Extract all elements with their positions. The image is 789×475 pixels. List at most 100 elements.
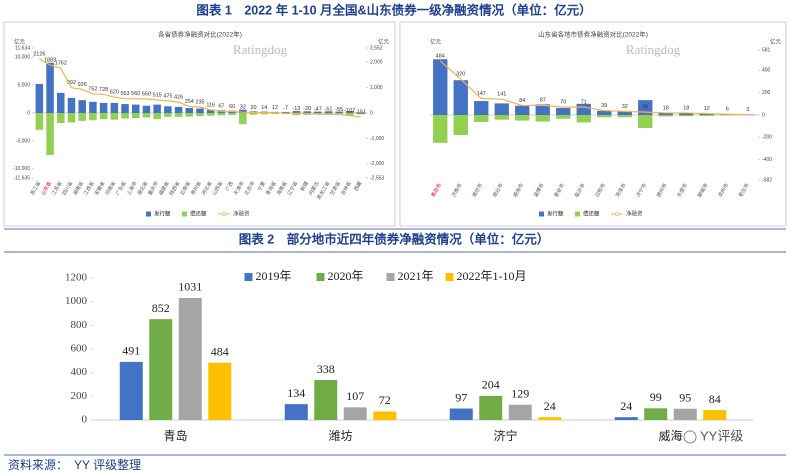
legend-swatch — [316, 273, 325, 281]
bar — [46, 112, 54, 155]
y2-tick-label: 200 — [762, 90, 771, 96]
data-label: 992 — [67, 80, 76, 86]
bar — [178, 297, 202, 420]
bar — [433, 59, 448, 115]
x-tick-label: 北京市 — [243, 180, 257, 197]
data-label: 18 — [683, 105, 689, 111]
line — [439, 60, 748, 116]
data-label: 484 — [211, 344, 229, 358]
x-tick-label: 潍坊市 — [471, 182, 485, 199]
x-tick-label: 济宁市 — [635, 182, 649, 199]
bar — [515, 115, 530, 121]
y-tick-label: -10,000 — [13, 166, 30, 172]
data-label: 95 — [679, 391, 691, 405]
y-axis-label: 亿元 — [14, 37, 26, 45]
data-label: -7 — [283, 106, 288, 112]
bar — [449, 408, 473, 420]
legend-label: 发行额 — [154, 209, 171, 217]
legend-label: 2020年 — [328, 269, 364, 283]
legend-swatch — [386, 273, 395, 281]
data-label: 1031 — [178, 280, 202, 294]
data-label: 141 — [497, 92, 506, 98]
y-tick-label: 400 — [71, 366, 88, 378]
bar — [174, 112, 183, 117]
data-label: 204 — [482, 378, 500, 392]
panel — [3, 21, 396, 227]
bar — [556, 108, 571, 115]
data-label: 14 — [261, 105, 267, 111]
data-label: 320 — [456, 72, 465, 78]
bar — [576, 103, 591, 115]
bar — [324, 111, 333, 113]
y2-tick-label: 2,000 — [370, 59, 383, 65]
legend-label: 偿还额 — [190, 209, 207, 217]
y-axis-label: 亿元 — [430, 37, 442, 45]
bar — [57, 112, 65, 124]
bar — [673, 408, 697, 420]
bar — [284, 404, 308, 420]
data-label: 752 — [88, 86, 97, 92]
bar — [67, 97, 76, 113]
watermark: Ratingdog — [626, 42, 681, 57]
bar — [474, 101, 489, 115]
x-tick-label: 威海市 — [512, 182, 526, 199]
data-label: 70 — [560, 100, 566, 106]
bar — [35, 83, 44, 113]
data-label: 563 — [120, 91, 129, 97]
data-label: 3 — [746, 107, 749, 113]
x-tick-label: 宁夏 — [256, 180, 267, 192]
bar — [110, 112, 119, 120]
x-tick-label: 枣庄市 — [737, 182, 751, 199]
x-tick-label: 西藏 — [352, 180, 363, 192]
data-label: 116 — [206, 102, 215, 108]
bar — [217, 112, 226, 116]
x-tick-label: 潍坊 — [328, 428, 352, 443]
data-label: 147 — [477, 91, 486, 97]
data-label: 484 — [436, 53, 445, 59]
data-label: 72 — [379, 393, 391, 407]
data-label: -20 — [303, 106, 311, 112]
bar — [99, 102, 108, 113]
data-label: 67 — [218, 104, 224, 110]
y-tick-label: 11,634 — [15, 45, 30, 51]
y2-tick-label: -200 — [762, 135, 772, 141]
x-tick-label: 青岛市 — [430, 182, 444, 199]
x-tick-label: 青岛 — [163, 428, 187, 443]
bar — [494, 115, 509, 120]
y2-axis-label: 亿元 — [378, 37, 390, 45]
y2-tick-label: -2,553 — [370, 175, 384, 181]
y-tick-label: 800 — [71, 319, 88, 331]
legend-label: 净融资 — [233, 209, 250, 217]
legend-swatch — [575, 211, 580, 217]
bar — [164, 106, 172, 113]
bar — [658, 112, 673, 115]
y-tick-label: -11,635 — [13, 175, 30, 181]
bar — [433, 115, 448, 143]
bar — [57, 92, 65, 113]
legend-swatch — [445, 273, 454, 281]
data-label: 97 — [455, 390, 467, 404]
bar — [208, 362, 232, 420]
legend-swatch — [539, 211, 544, 217]
data-label: 20 — [250, 105, 256, 111]
y2-tick-label: -2,000 — [370, 161, 384, 167]
y-tick-label: 1200 — [65, 272, 88, 284]
data-label: 728 — [99, 87, 108, 93]
bar — [185, 107, 194, 113]
x-tick-label: 临沂市 — [573, 182, 587, 199]
bar — [239, 109, 247, 113]
legend-label: 2019年 — [256, 269, 292, 283]
bar — [131, 104, 140, 113]
data-label: -151 — [355, 109, 366, 115]
bar — [119, 361, 143, 420]
chart-title: 山东省各地市债券净融资对比(2022年) — [538, 30, 648, 39]
data-label: 39 — [601, 103, 607, 109]
data-label: 852 — [152, 301, 170, 315]
data-label: 254 — [185, 99, 194, 105]
bar — [153, 104, 161, 113]
data-label: -55 — [335, 107, 343, 113]
data-label: 560 — [131, 91, 140, 97]
bar — [149, 319, 173, 420]
bar — [303, 111, 311, 113]
y-tick-label: 10,000 — [15, 54, 31, 60]
